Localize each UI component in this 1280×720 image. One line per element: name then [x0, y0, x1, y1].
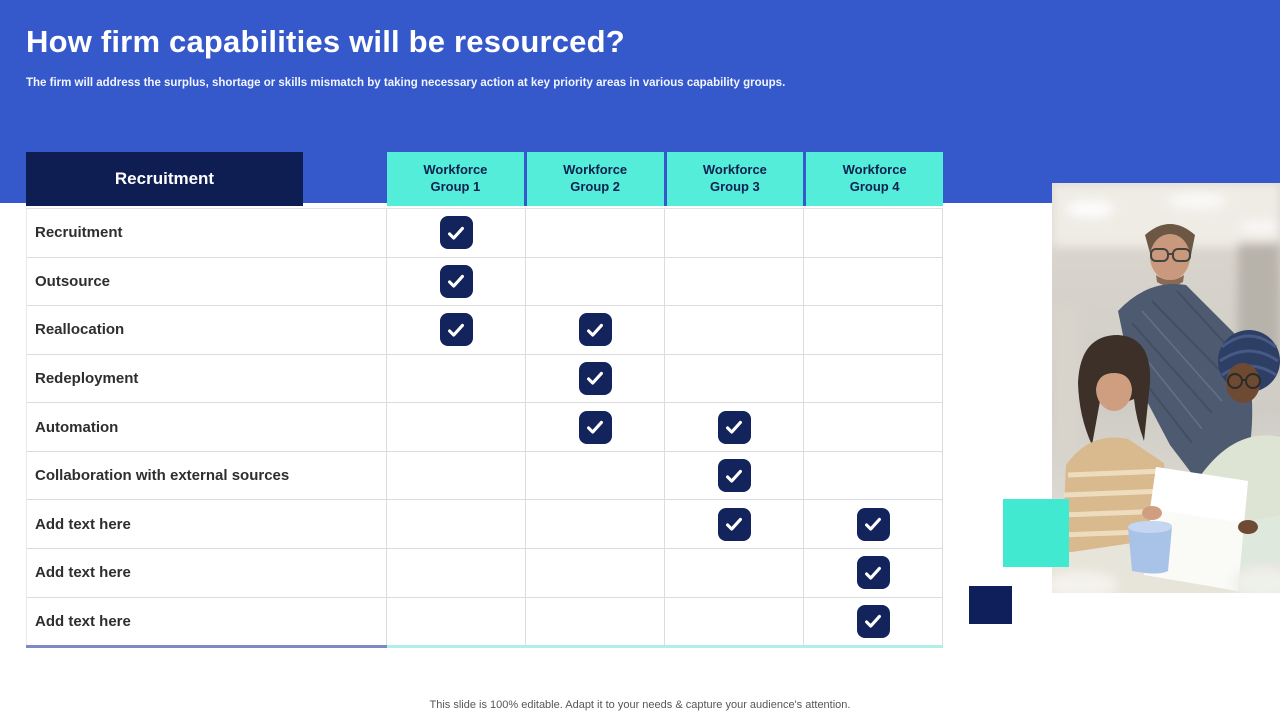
- table-row: Add text here: [27, 548, 943, 598]
- matrix-cell: [804, 354, 943, 403]
- capability-matrix-table: Recruitment Outsource Reallocation Redep…: [26, 208, 943, 646]
- matrix-cell: [665, 451, 804, 500]
- checkmark-icon: [856, 556, 890, 590]
- matrix-cell: [804, 548, 943, 597]
- row-label: Recruitment: [27, 209, 387, 257]
- matrix-cell: [804, 403, 943, 451]
- table-row: Add text here: [27, 597, 943, 646]
- checkmark-icon: [856, 604, 890, 638]
- matrix-cell: [387, 354, 526, 403]
- matrix-cell: [526, 548, 665, 597]
- column-header-workforce-group-3: Workforce Group 3: [666, 152, 804, 206]
- checkmark-icon: [439, 313, 473, 347]
- column-header-workforce-group-4: Workforce Group 4: [806, 152, 943, 206]
- table-underline-teal: [387, 645, 943, 648]
- table-row: Recruitment: [27, 209, 943, 258]
- row-label: Outsource: [27, 257, 387, 306]
- table-underline-blue: [26, 645, 387, 648]
- column-header-workforce-group-2: Workforce Group 2: [526, 152, 664, 206]
- matrix-cell: [665, 597, 804, 646]
- table-row: Reallocation: [27, 306, 943, 355]
- matrix-cell: [804, 209, 943, 257]
- matrix-cell: [387, 548, 526, 597]
- matrix-cell: [665, 354, 804, 403]
- matrix-cell: [526, 500, 665, 548]
- row-label: Redeployment: [27, 354, 387, 403]
- matrix-cell: [665, 548, 804, 597]
- teal-accent-square: [1003, 499, 1069, 567]
- page-subtitle: The firm will address the surplus, short…: [26, 77, 786, 89]
- matrix-cell: [387, 403, 526, 451]
- row-label-placeholder[interactable]: Add text here: [27, 597, 387, 646]
- matrix-cell: [804, 500, 943, 548]
- matrix-cell: [387, 597, 526, 646]
- table-row: Collaboration with external sources: [27, 451, 943, 501]
- column-header-workforce-group-1: Workforce Group 1: [387, 152, 524, 206]
- checkmark-icon: [439, 216, 473, 250]
- checkmark-icon: [717, 459, 751, 493]
- corner-header-label: Recruitment: [114, 169, 215, 188]
- matrix-cell: [665, 257, 804, 306]
- matrix-cell: [526, 354, 665, 403]
- row-label: Automation: [27, 403, 387, 451]
- checkmark-icon: [856, 507, 890, 541]
- matrix-cell: [387, 500, 526, 548]
- matrix-cell: [526, 403, 665, 451]
- row-label: Collaboration with external sources: [27, 451, 387, 500]
- page-title: How firm capabilities will be resourced?: [26, 24, 625, 59]
- matrix-cell: [526, 451, 665, 500]
- table-row: Automation: [27, 403, 943, 452]
- checkmark-icon: [578, 313, 612, 347]
- table-row: Redeployment: [27, 354, 943, 404]
- matrix-cell: [665, 500, 804, 548]
- matrix-cell: [526, 306, 665, 354]
- matrix-cell: [665, 209, 804, 257]
- matrix-cell: [526, 257, 665, 306]
- table-row: Outsource: [27, 257, 943, 307]
- matrix-cell: [387, 257, 526, 306]
- row-label-placeholder[interactable]: Add text here: [27, 548, 387, 597]
- table-column-headers: Workforce Group 1 Workforce Group 2 Work…: [387, 152, 943, 206]
- matrix-cell: [804, 306, 943, 354]
- matrix-cell: [526, 597, 665, 646]
- matrix-cell: [804, 257, 943, 306]
- checkmark-icon: [578, 361, 612, 395]
- matrix-cell: [526, 209, 665, 257]
- footer-note: This slide is 100% editable. Adapt it to…: [429, 699, 851, 711]
- table-row: Add text here: [27, 500, 943, 549]
- navy-accent-square: [969, 586, 1012, 624]
- matrix-cell: [387, 451, 526, 500]
- matrix-cell: [804, 597, 943, 646]
- checkmark-icon: [578, 410, 612, 444]
- matrix-cell: [387, 306, 526, 354]
- matrix-cell: [387, 209, 526, 257]
- table-corner-header: Recruitment: [26, 152, 303, 206]
- checkmark-icon: [439, 264, 473, 298]
- row-label: Reallocation: [27, 306, 387, 354]
- checkmark-icon: [717, 410, 751, 444]
- team-photo-illustration: [1052, 183, 1280, 593]
- checkmark-icon: [717, 507, 751, 541]
- row-label-placeholder[interactable]: Add text here: [27, 500, 387, 548]
- team-photo: [1052, 183, 1280, 593]
- matrix-cell: [665, 403, 804, 451]
- matrix-cell: [665, 306, 804, 354]
- matrix-cell: [804, 451, 943, 500]
